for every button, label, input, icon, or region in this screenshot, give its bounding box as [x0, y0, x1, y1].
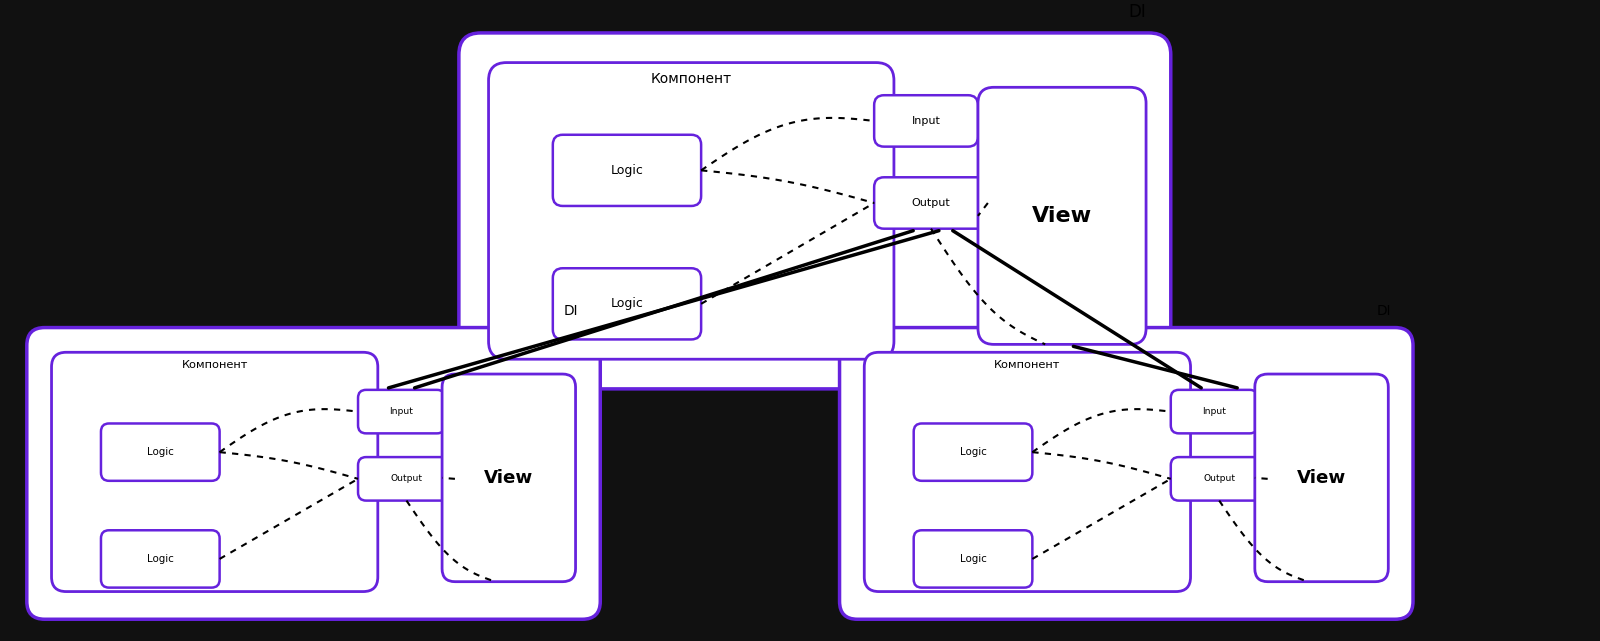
Text: Logic: Logic: [960, 554, 987, 564]
FancyBboxPatch shape: [554, 268, 701, 340]
Text: DI: DI: [1128, 3, 1146, 21]
Text: Logic: Logic: [147, 554, 174, 564]
Text: Logic: Logic: [611, 164, 643, 177]
Text: Input: Input: [1202, 407, 1226, 416]
Text: DI: DI: [565, 304, 579, 318]
FancyBboxPatch shape: [488, 63, 894, 359]
FancyBboxPatch shape: [874, 178, 987, 229]
FancyBboxPatch shape: [978, 87, 1146, 344]
FancyBboxPatch shape: [459, 33, 1171, 389]
FancyBboxPatch shape: [840, 328, 1413, 619]
Text: Output: Output: [1203, 474, 1235, 483]
Text: Logic: Logic: [147, 447, 174, 457]
Text: Компонент: Компонент: [994, 360, 1061, 370]
Text: DI: DI: [1376, 304, 1392, 318]
Text: Input: Input: [912, 116, 941, 126]
Text: View: View: [1298, 469, 1346, 487]
FancyBboxPatch shape: [914, 424, 1032, 481]
FancyBboxPatch shape: [51, 353, 378, 592]
FancyBboxPatch shape: [874, 96, 978, 147]
FancyBboxPatch shape: [358, 457, 454, 501]
FancyBboxPatch shape: [914, 530, 1032, 588]
Text: Output: Output: [390, 474, 422, 483]
FancyBboxPatch shape: [864, 353, 1190, 592]
FancyBboxPatch shape: [442, 374, 576, 581]
Text: Input: Input: [390, 407, 413, 416]
FancyBboxPatch shape: [1171, 390, 1258, 433]
FancyBboxPatch shape: [1254, 374, 1389, 581]
FancyBboxPatch shape: [358, 390, 445, 433]
FancyBboxPatch shape: [1171, 457, 1267, 501]
FancyBboxPatch shape: [101, 424, 219, 481]
FancyBboxPatch shape: [554, 135, 701, 206]
Text: Output: Output: [912, 198, 950, 208]
Text: Компонент: Компонент: [651, 72, 731, 87]
Text: Logic: Logic: [960, 447, 987, 457]
Text: View: View: [1032, 206, 1093, 226]
Text: Logic: Logic: [611, 297, 643, 310]
FancyBboxPatch shape: [27, 328, 600, 619]
Text: View: View: [485, 469, 533, 487]
FancyBboxPatch shape: [101, 530, 219, 588]
Text: Компонент: Компонент: [181, 360, 248, 370]
